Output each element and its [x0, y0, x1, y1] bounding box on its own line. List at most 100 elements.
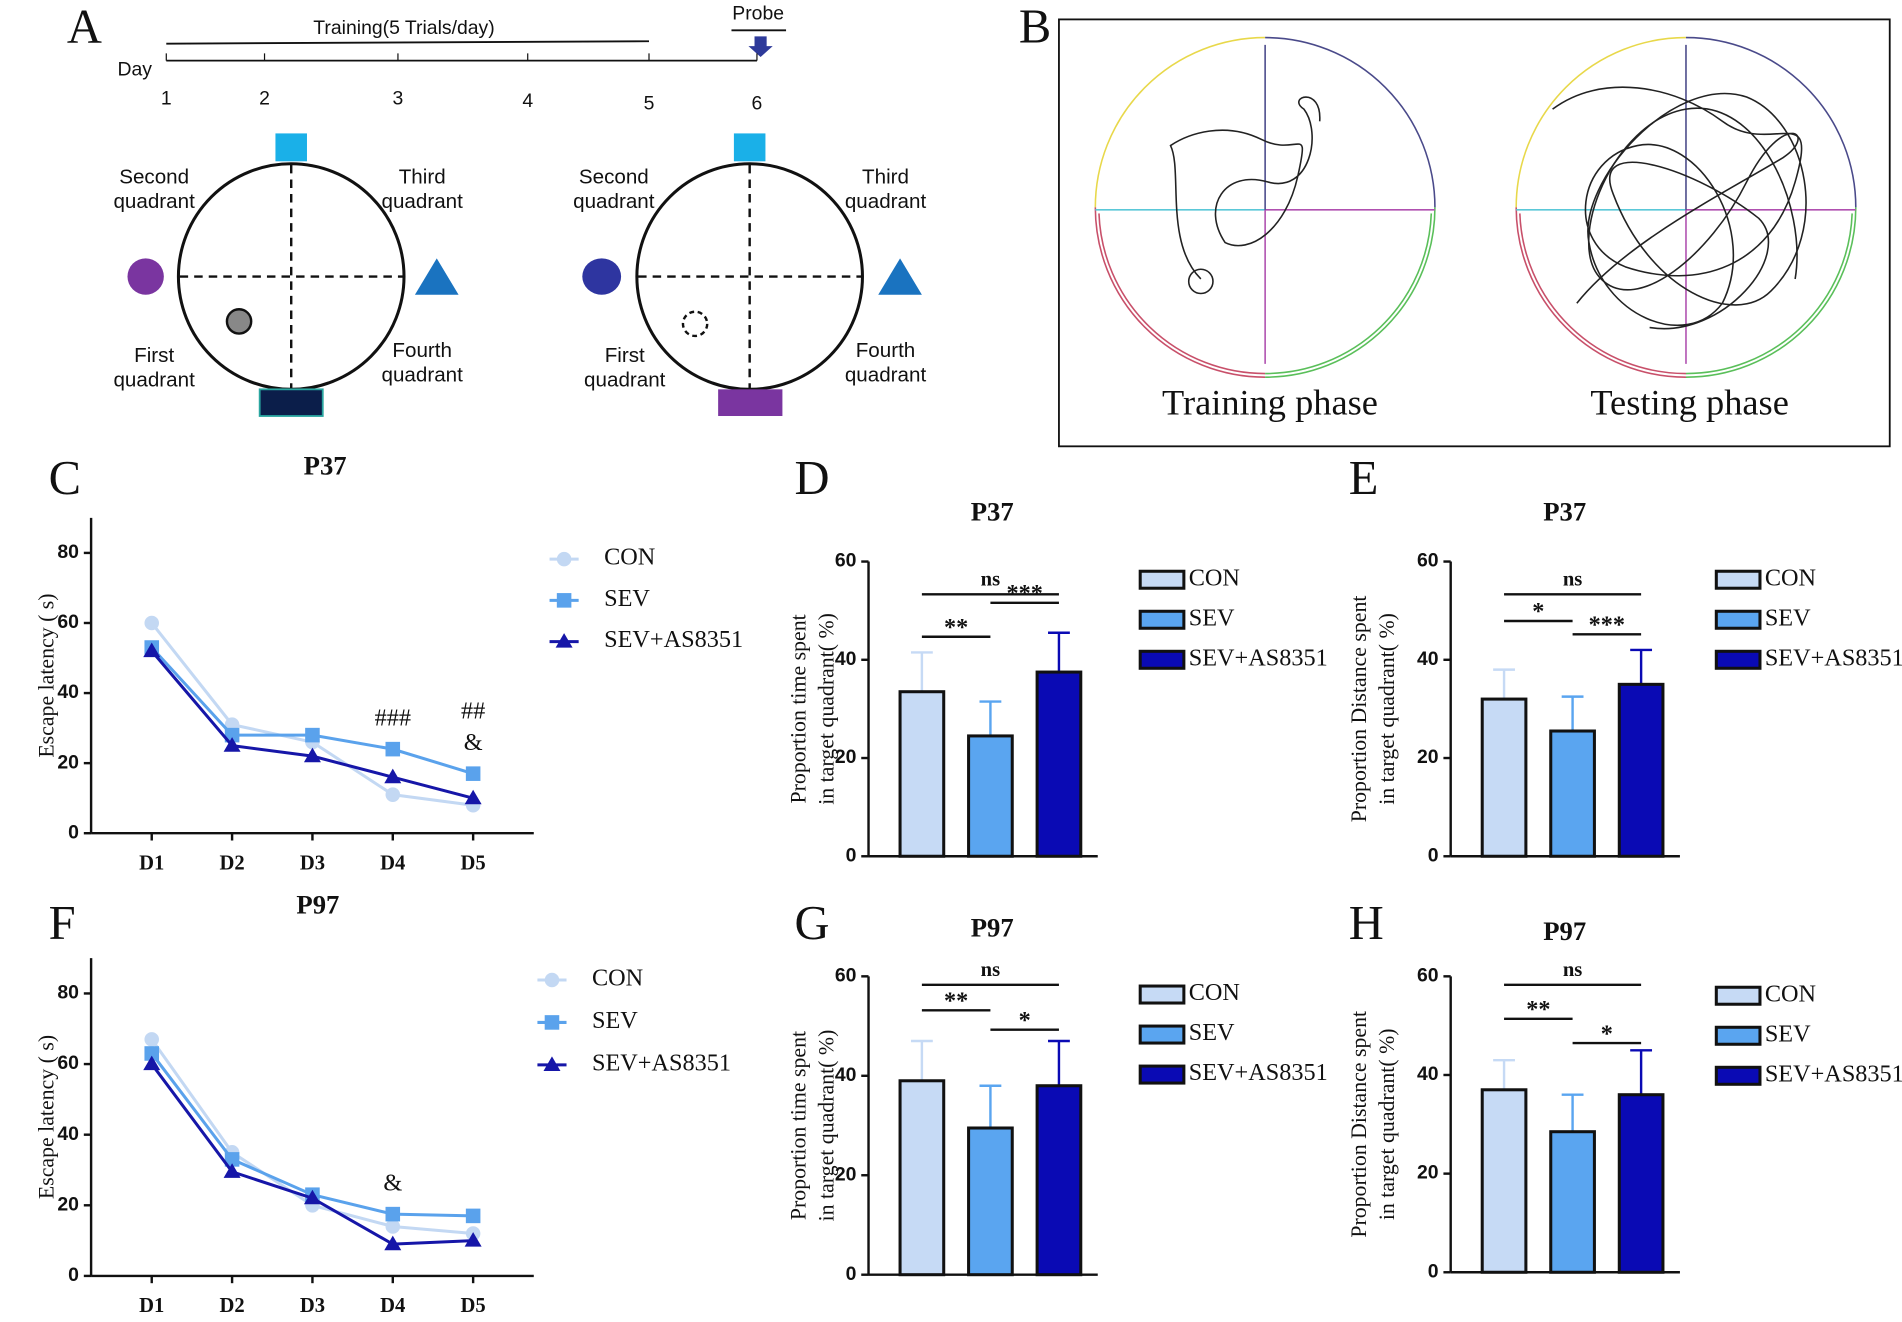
x-tick-label: D5 [461, 852, 486, 874]
y-tick-label: 40 [57, 1123, 79, 1145]
y-tick-label: 60 [57, 611, 79, 633]
significance-label: ** [944, 614, 968, 641]
bar [1549, 729, 1596, 858]
bar [1549, 1130, 1596, 1274]
cue-circle [582, 258, 622, 295]
panel-letter: A [67, 1, 102, 54]
legend-swatch [1138, 569, 1186, 590]
quadrant-label: Second [579, 166, 649, 189]
marker [385, 741, 401, 757]
legend-swatch [1138, 609, 1186, 630]
marker [144, 1046, 160, 1061]
y-axis-label: Escape latency ( s) [35, 1035, 59, 1199]
chart-panel: H P97 Proportion Distance spent in target q… [1347, 897, 1902, 1282]
marker [385, 787, 401, 802]
marker [544, 972, 560, 988]
cue-circle [127, 258, 164, 295]
panel-letter: F [49, 897, 76, 950]
x-tick-label: D5 [461, 1295, 486, 1317]
marker [465, 1208, 481, 1224]
x-tick-label: D4 [380, 852, 405, 874]
marker [464, 789, 482, 805]
track-plot [1515, 36, 1857, 378]
quadrant-label: Third [399, 166, 446, 189]
panel-letter: B [1019, 1, 1051, 54]
chart-panel: G P97 Proportion time spent in target quadr… [787, 897, 1328, 1285]
x-tick-label: D4 [380, 1295, 405, 1317]
legend-label: CON [604, 544, 655, 571]
probe-label: Probe [732, 3, 784, 25]
marker [303, 747, 321, 763]
quadrant-label: First [134, 344, 174, 367]
significance-label: ** [1526, 996, 1550, 1023]
panel-letter: H [1349, 897, 1384, 950]
y-tick-label: 60 [835, 550, 857, 572]
legend-swatch [1714, 1025, 1762, 1046]
legend-label: SEV+AS8351 [1765, 1060, 1902, 1087]
quadrant-label: quadrant [382, 363, 464, 386]
cue-triangle [414, 258, 459, 295]
annotation: & [383, 1170, 402, 1197]
significance-label: ns [981, 569, 1000, 591]
quadrant-label: Third [862, 166, 909, 189]
chart-title: P97 [296, 889, 339, 919]
marker [384, 768, 402, 784]
chart-panel: E P37 Proportion Distance spent in target q… [1347, 452, 1902, 867]
significance-label: * [1601, 1020, 1613, 1047]
y-tick-label: 0 [846, 844, 857, 866]
cue-triangle [878, 258, 922, 295]
bar [1617, 1093, 1665, 1274]
day-number: 4 [522, 90, 533, 112]
legend-label: SEV [1765, 1020, 1811, 1047]
marker [555, 633, 573, 648]
series-line [150, 1063, 474, 1246]
bar [1480, 697, 1528, 858]
quadrant-label: quadrant [113, 190, 195, 213]
significance-label: * [1019, 1007, 1031, 1034]
quadrant-label: Fourth [392, 339, 452, 362]
marker [464, 1232, 482, 1247]
y-tick-label: 20 [57, 1193, 79, 1215]
chart-panel: C P37 Escape latency ( s) 0 20 40 60 80 D1 D2 D3 D4… [35, 450, 743, 874]
day-number: 5 [644, 92, 655, 114]
y-tick-label: 0 [1428, 1260, 1439, 1282]
y-axis-label: Proportion time spent [787, 1031, 811, 1220]
y-axis-label: Escape latency ( s) [35, 593, 59, 757]
y-tick-label: 20 [835, 746, 857, 768]
annotation: ### [375, 705, 411, 732]
phase-label: Testing phase [1590, 383, 1788, 423]
bar [1035, 1084, 1083, 1277]
significance-label: *** [1589, 612, 1625, 639]
chart-title: P37 [1543, 496, 1586, 526]
y-tick-label: 60 [1417, 550, 1439, 572]
y-axis-label: in target quadrant( %) [815, 1030, 839, 1222]
marker [144, 615, 160, 631]
panel-b: B T [1019, 1, 1891, 448]
legend-label: CON [592, 965, 643, 992]
panel-letter: E [1349, 452, 1379, 505]
legend-swatch [1714, 609, 1762, 630]
marker [305, 727, 320, 743]
marker [556, 551, 572, 567]
cue-square [733, 133, 766, 162]
training-label: Training(5 Trials/day) [313, 17, 494, 39]
series-line [150, 650, 474, 800]
day-number: 2 [259, 88, 270, 110]
y-tick-label: 40 [835, 1064, 857, 1086]
panel-letter: C [49, 452, 81, 505]
chart-panel: F P97 Escape latency ( s) 0 20 40 60 80 D1 D2 D3 D4… [35, 889, 731, 1317]
y-tick-label: 40 [1417, 1063, 1439, 1085]
y-axis-label: Proportion Distance spent [1347, 596, 1371, 823]
marker [143, 642, 161, 658]
platform-removed [681, 310, 709, 338]
panel-a: A Training(5 Trials/day) Probe Day 1 2 3… [67, 1, 926, 417]
legend-swatch [1714, 649, 1762, 670]
cue-square [275, 133, 307, 162]
y-axis-label: in target quadrant( %) [815, 613, 839, 805]
x-tick-label: D1 [139, 852, 164, 874]
bar [1617, 682, 1665, 858]
x-tick-label: D2 [219, 852, 244, 874]
marker [556, 593, 572, 608]
x-tick-label: D3 [300, 852, 325, 874]
